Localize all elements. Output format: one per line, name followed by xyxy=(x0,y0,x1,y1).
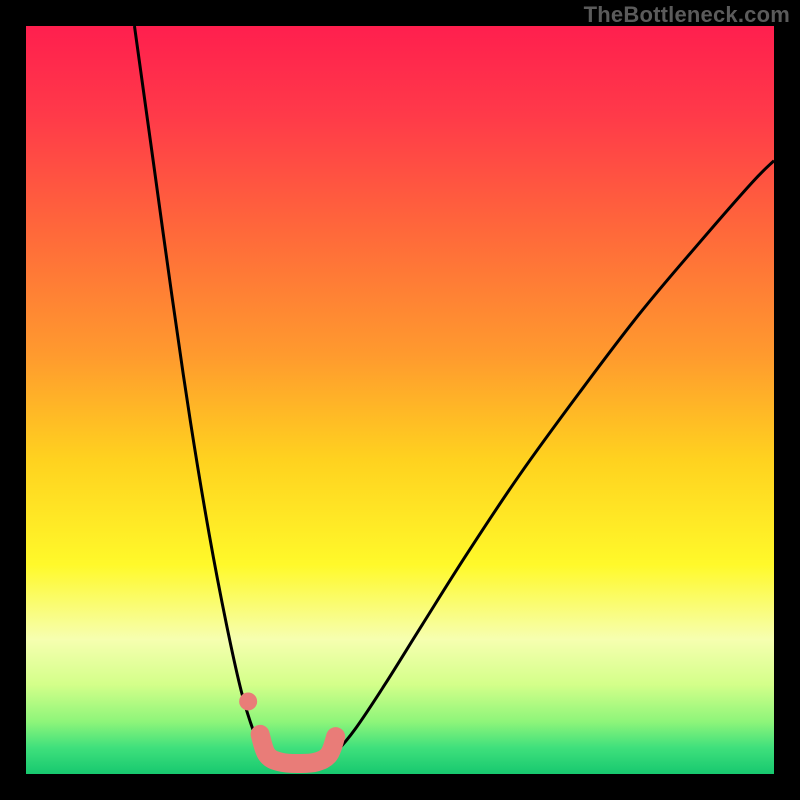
curve-layer xyxy=(26,26,774,774)
left-curve xyxy=(134,26,272,761)
right-curve xyxy=(325,161,774,761)
watermark-text: TheBottleneck.com xyxy=(584,2,790,28)
valley-u-marker xyxy=(260,734,336,763)
figure-root: TheBottleneck.com xyxy=(0,0,800,800)
plot-area xyxy=(26,26,774,774)
valley-dot-marker xyxy=(239,692,257,710)
